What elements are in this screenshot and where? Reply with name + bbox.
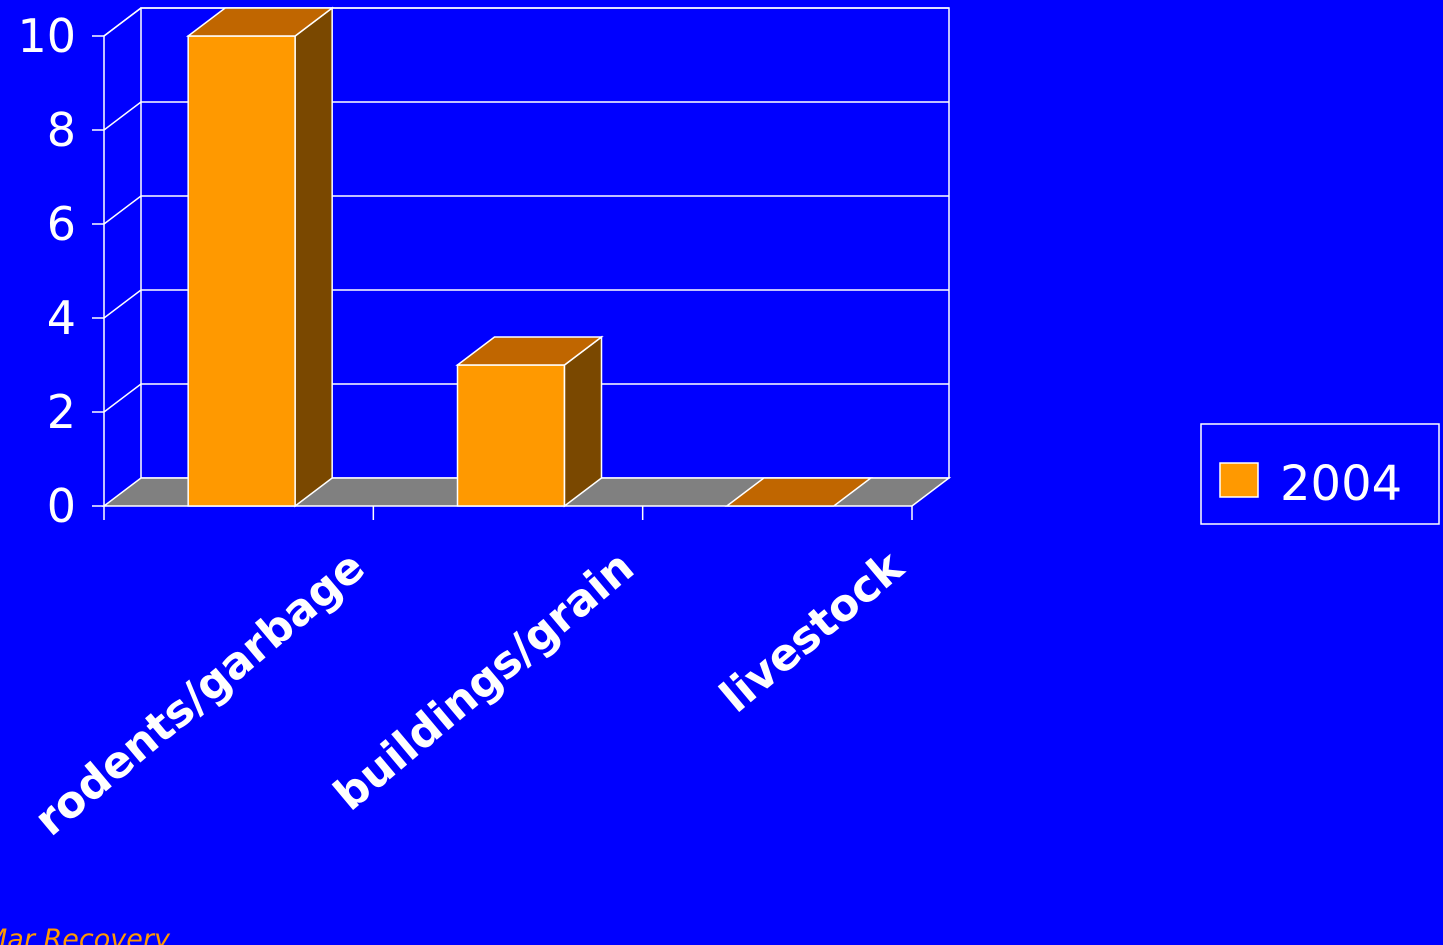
x-tick-label: buildings/grain (325, 541, 644, 820)
gridline (103, 7, 949, 37)
footer-text: Mar Recovery (0, 924, 170, 945)
y-tick-label: 4 (47, 291, 76, 345)
y-tick-label: 10 (17, 9, 76, 63)
legend-label: 2004 (1280, 456, 1402, 512)
y-tick-label: 8 (47, 103, 76, 157)
bar (455, 335, 604, 508)
legend-box (1200, 423, 1440, 525)
bar-top (724, 477, 874, 507)
x-tick-label: rodents/garbage (25, 541, 374, 846)
gridline (103, 383, 949, 413)
bar (185, 6, 335, 508)
y-tick-labels: 0 2 4 6 8 10 (17, 9, 76, 533)
gridline (103, 101, 949, 131)
bar-front (456, 364, 566, 507)
bar (724, 477, 874, 507)
x-tick-label: livestock (711, 540, 915, 723)
y-tick-label: 6 (47, 197, 76, 251)
y-tick-label: 0 (47, 479, 76, 533)
bar-side (563, 335, 603, 508)
legend-swatch (1219, 462, 1259, 498)
bar-top (455, 336, 604, 366)
grid-lines (103, 7, 949, 413)
legend: 2004 (1200, 423, 1440, 525)
bar-top (185, 7, 335, 37)
bar-side (294, 6, 333, 508)
bar-front (187, 35, 296, 507)
y-tick-label: 2 (47, 385, 76, 439)
gridline (103, 289, 949, 319)
bars (185, 6, 874, 508)
chart-axes (92, 35, 913, 520)
gridline (103, 195, 949, 225)
